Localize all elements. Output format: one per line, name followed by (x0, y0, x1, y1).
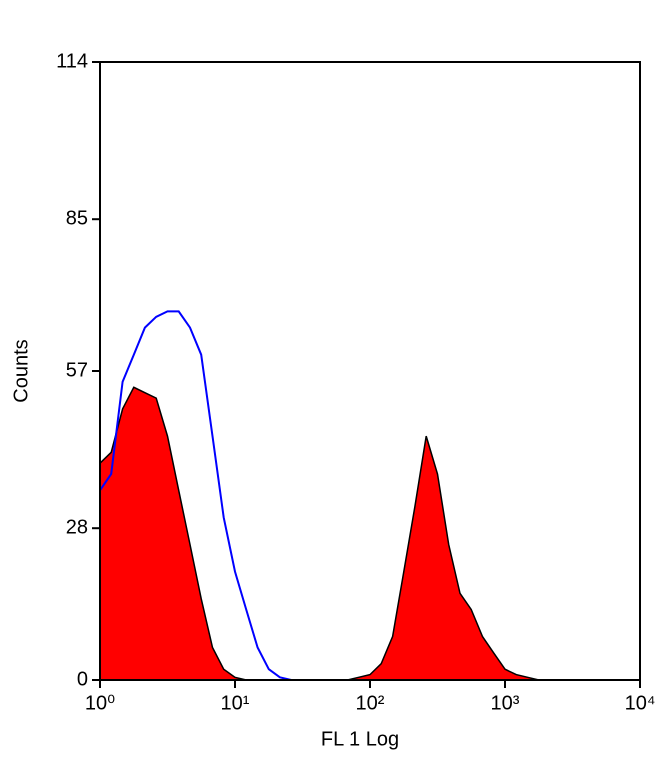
x-tick-label: 10⁴ (625, 692, 656, 714)
x-tick-label: 10³ (491, 692, 520, 714)
y-axis-title: Counts (10, 339, 32, 402)
x-tick-label: 10¹ (221, 692, 250, 714)
x-tick-label: 10² (356, 692, 385, 714)
x-tick-label: 10⁰ (85, 692, 115, 714)
y-tick-label: 85 (66, 207, 88, 229)
histogram-area (99, 386, 640, 681)
x-axis-title: FL 1 Log (321, 728, 399, 750)
y-tick-label: 28 (66, 516, 88, 538)
y-tick-label: 114 (56, 50, 88, 72)
y-tick-label: 57 (66, 359, 88, 381)
y-tick-label: 0 (77, 668, 88, 690)
